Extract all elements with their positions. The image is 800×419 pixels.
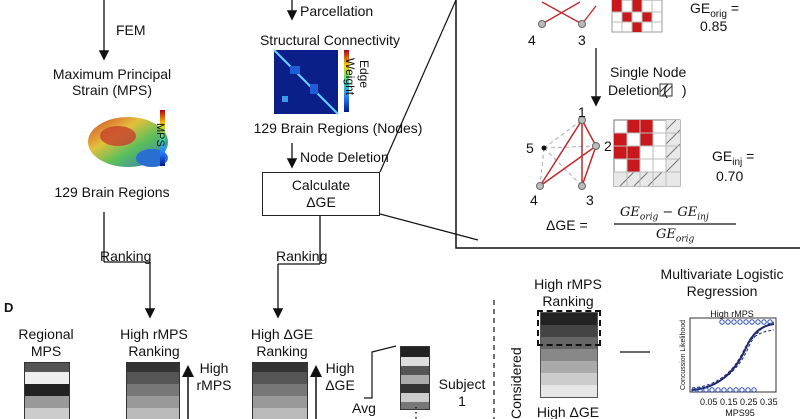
plot-title: High rMPS [710, 309, 754, 319]
rmps-ranking-line2: Ranking [128, 343, 180, 359]
mps-title-line2: Strain (MPS) [71, 82, 153, 98]
plot-xlabel: MPS95 [725, 408, 755, 418]
logistic-plot [689, 317, 777, 393]
edge-label: Edge [357, 60, 371, 89]
mps-title-line1: Maximum Principal [52, 66, 172, 82]
rmps-ranking-bar [126, 362, 180, 419]
ge-orig-line: GEorig = [690, 0, 739, 20]
formula-lhs: ΔGE = [546, 217, 588, 233]
inset-connector-bottom [379, 213, 479, 241]
subject-line1: Subject [438, 376, 486, 392]
weight-label: Weight [343, 58, 357, 96]
graph-injured [536, 116, 600, 190]
structural-connectivity-title: Structural Connectivity [259, 32, 401, 48]
regression-line1: Multivariate Logistic [660, 266, 784, 282]
regression-line2: Regression [686, 283, 758, 299]
mps-colorbar-label: MPS [154, 123, 166, 147]
avg-bracket [364, 345, 397, 399]
ge-inj-value: 0.70 [716, 168, 744, 184]
right-bottom-label: High ΔGE [536, 404, 600, 419]
considered-label: Considered [508, 347, 524, 419]
panel-d-label: D [4, 300, 14, 315]
high-dge-arrow-line2: ΔGE [325, 377, 355, 393]
edge-weight-colorbar [344, 50, 349, 112]
dge-ranking-bar [252, 362, 308, 419]
node-top-3: 3 [578, 32, 586, 48]
ranking-label-mid: Ranking [276, 248, 328, 264]
avg-label: Avg [352, 400, 376, 416]
single-node-line1: Single Node [610, 64, 687, 80]
node-5: 5 [526, 140, 534, 156]
node-1: 1 [578, 104, 586, 120]
dge-ranking-line1: High ΔGE [250, 326, 314, 342]
dge-ranking-line2: Ranking [256, 343, 308, 359]
adjacency-matrix-orig [611, 0, 663, 33]
regional-line2: MPS [30, 343, 62, 359]
right-ranking-bar [540, 312, 598, 398]
nodes-label: 129 Brain Regions (Nodes) [253, 120, 423, 136]
high-rmps-arrow-line2: rMPS [196, 377, 232, 393]
subject-bar [400, 346, 430, 410]
rmps-ranking-line1: High rMPS [120, 326, 188, 342]
node-deletion-label: Node Deletion [300, 149, 389, 165]
subject-ellipsis: ⋮ [409, 404, 423, 419]
formula-numerator: GEorig − GEinj [620, 205, 709, 223]
right-ranking-line2: Ranking [542, 293, 594, 309]
calc-line2: ΔGE [306, 194, 336, 210]
ranking-label-left: Ranking [100, 248, 152, 264]
plot-xticks: 0.05 0.15 0.25 0.35 [700, 397, 778, 407]
formula-denominator: GEorig [656, 227, 695, 245]
high-rmps-arrow-line1: High [199, 360, 229, 376]
inset-frame [455, 0, 800, 249]
fem-label: FEM [116, 22, 146, 38]
high-dge-arrow-line1: High [325, 360, 355, 376]
right-ranking-line1: High rMPS [534, 276, 602, 292]
plot-ylabel: Concussion Likelihood [680, 319, 687, 390]
ge-inj-line: GEinj = [712, 148, 755, 168]
single-node-line2: Deletion () [608, 82, 687, 98]
regional-mps-bar [24, 362, 70, 419]
brain-regions-label: 129 Brain Regions [54, 184, 170, 200]
node-2: 2 [604, 138, 612, 154]
regional-line1: Regional [18, 326, 74, 342]
node-3: 3 [586, 192, 594, 208]
calc-line1: Calculate [291, 177, 351, 193]
subject-line2: 1 [458, 393, 466, 409]
inset-connector-top [379, 0, 457, 173]
right-ranking-highlight [537, 310, 601, 346]
parcellation-label: Parcellation [300, 3, 374, 19]
mps-colorbar [160, 110, 165, 166]
ge-orig-value: 0.85 [700, 18, 728, 34]
adjacency-matrix-inj [613, 119, 681, 187]
calculate-dge-box: Calculate ΔGE [262, 172, 380, 216]
node-4: 4 [530, 192, 538, 208]
node-top-4: 4 [528, 32, 536, 48]
